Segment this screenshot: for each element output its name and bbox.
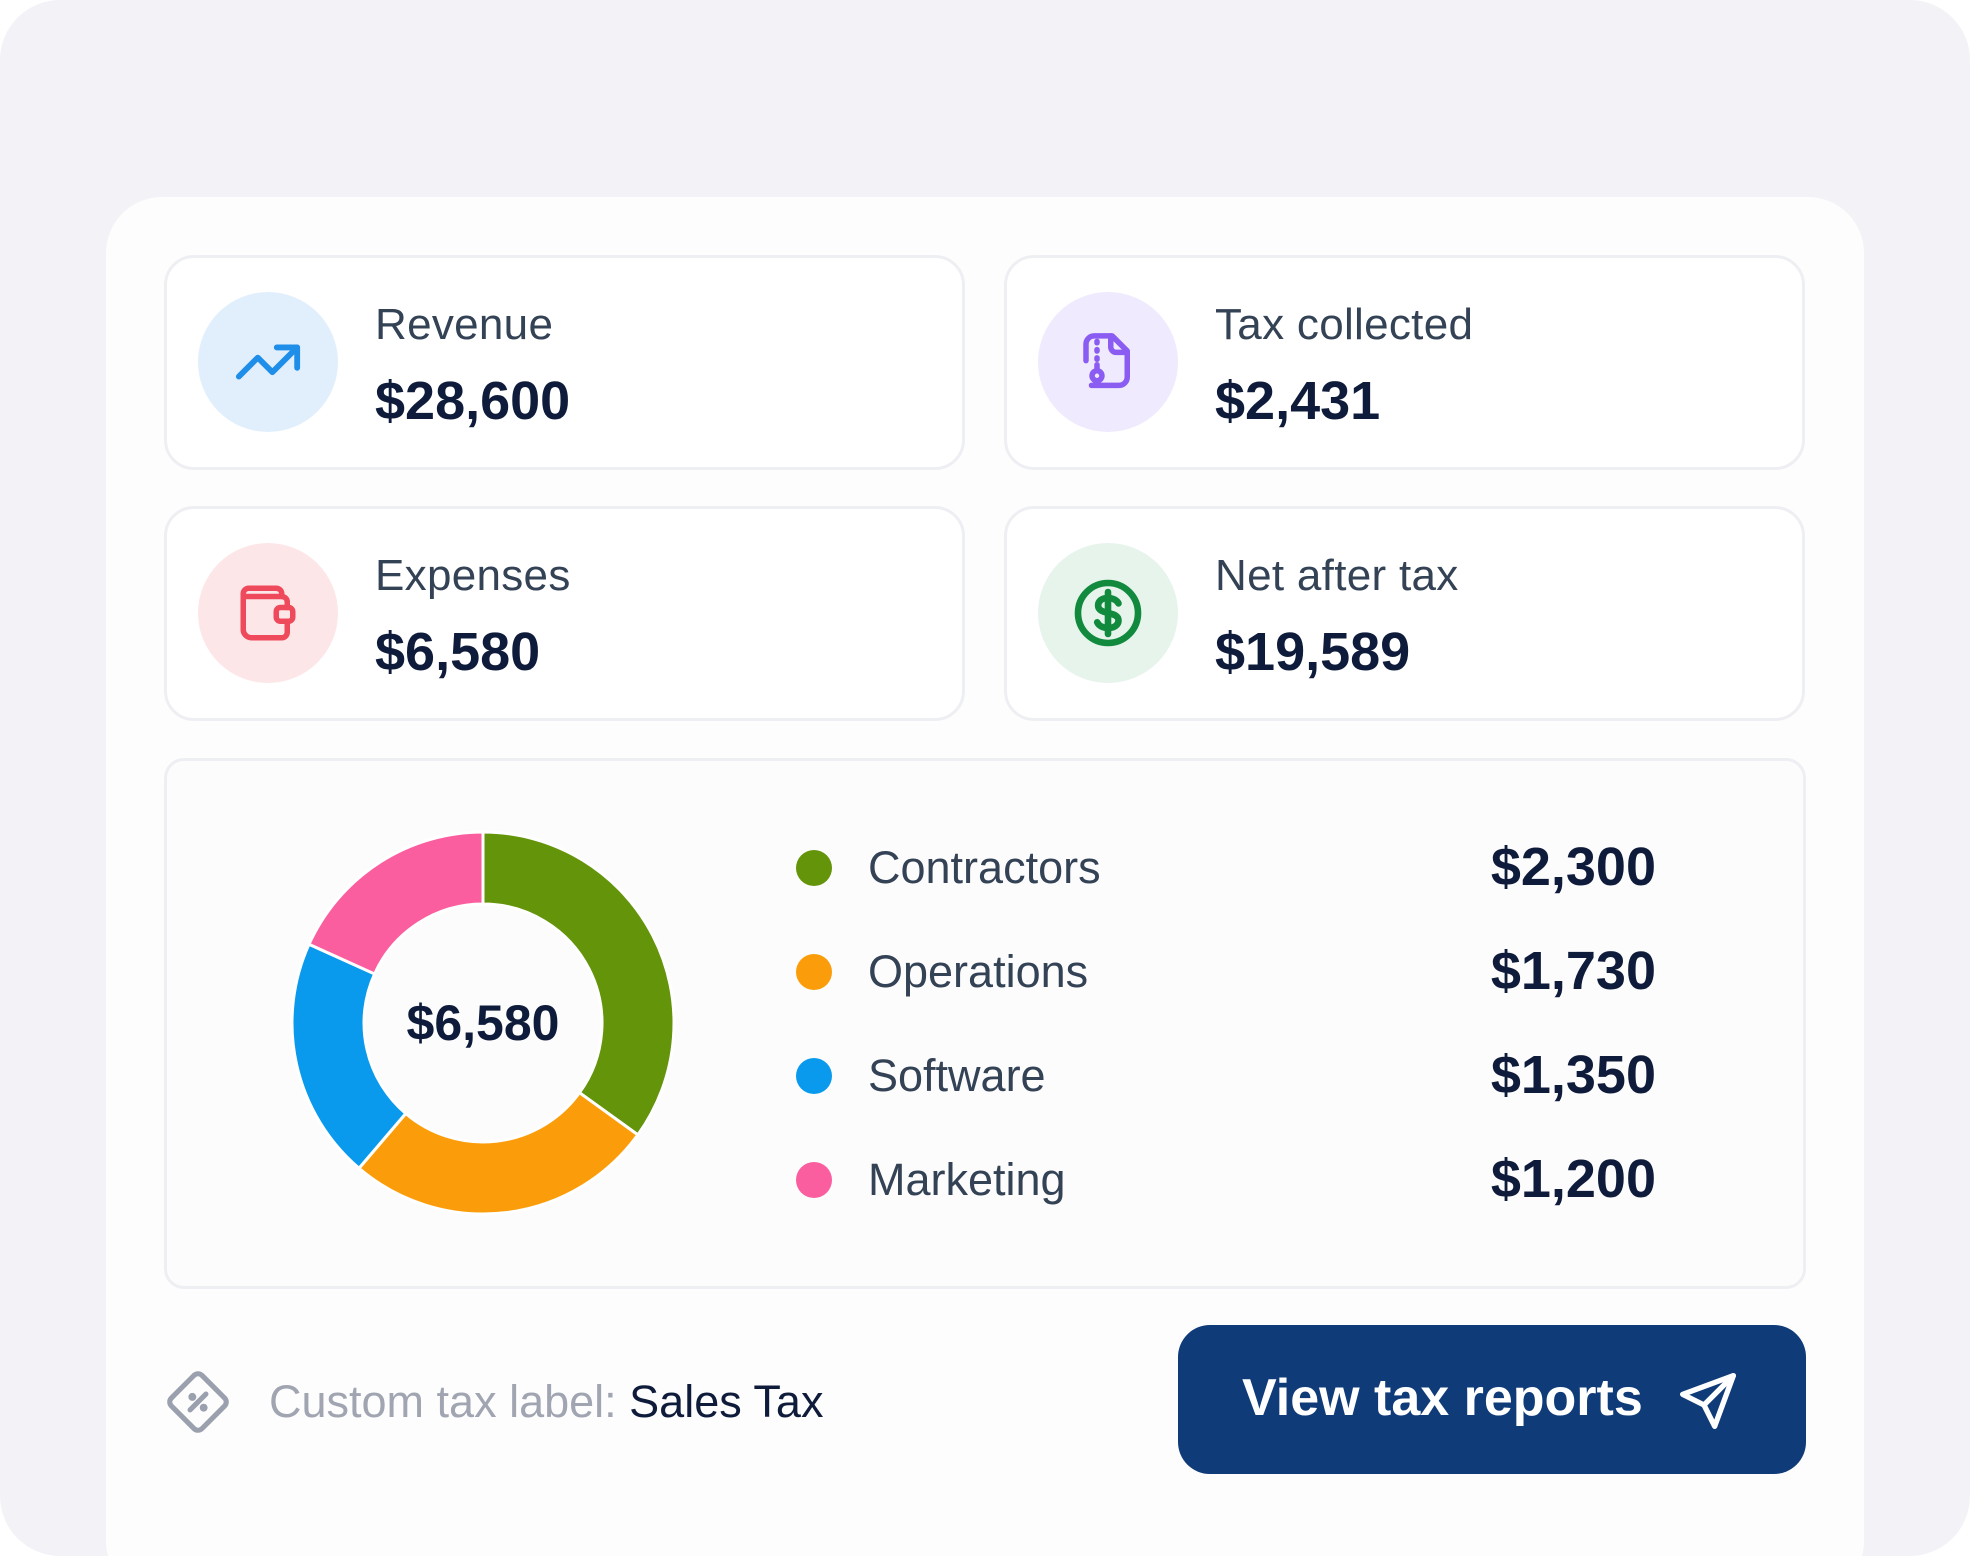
stat-card-net-after-tax: Net after tax $19,589 xyxy=(1004,506,1805,721)
legend-item: Operations $1,730 xyxy=(796,941,1656,1002)
legend-dot xyxy=(796,1058,832,1094)
custom-tax-label: Custom tax label: Sales Tax xyxy=(164,1366,924,1436)
legend-value: $1,730 xyxy=(1490,941,1656,1001)
dollar-circle-icon xyxy=(1038,543,1178,683)
stat-label: Revenue xyxy=(375,300,554,349)
tax-label-value: Sales Tax xyxy=(629,1376,824,1427)
legend-value: $1,350 xyxy=(1490,1045,1656,1105)
legend-dot xyxy=(796,1162,832,1198)
legend-item: Marketing $1,200 xyxy=(796,1149,1656,1210)
legend-label: Marketing xyxy=(868,1154,1066,1205)
file-zip-icon xyxy=(1038,292,1178,432)
stat-label: Tax collected xyxy=(1215,300,1474,349)
donut-center-label: $6,580 xyxy=(407,995,560,1051)
legend-label: Software xyxy=(868,1050,1046,1101)
legend-value: $1,200 xyxy=(1490,1149,1656,1209)
legend-item: Software $1,350 xyxy=(796,1045,1656,1106)
tax-label-prefix: Custom tax label: xyxy=(269,1376,630,1427)
stat-card-expenses: Expenses $6,580 xyxy=(164,506,965,721)
legend-dot xyxy=(796,954,832,990)
stat-card-tax-collected: Tax collected $2,431 xyxy=(1004,255,1805,470)
donut-slice-marketing xyxy=(307,830,485,976)
stat-label: Net after tax xyxy=(1215,551,1459,600)
expense-donut-chart: $6,580 xyxy=(290,830,676,1216)
stat-value: $28,600 xyxy=(375,371,571,431)
legend-label: Contractors xyxy=(868,842,1101,893)
stat-value: $6,580 xyxy=(375,622,541,682)
stat-value: $19,589 xyxy=(1215,622,1411,682)
discount-tag-icon xyxy=(167,1371,229,1433)
trending-up-icon xyxy=(198,292,338,432)
view-tax-reports-label: View tax reports xyxy=(1242,1369,1643,1427)
tax-label-text: Custom tax label: Sales Tax xyxy=(269,1376,823,1428)
stat-label: Expenses xyxy=(375,551,571,600)
donut-slice-operations xyxy=(356,1090,640,1216)
legend-value: $2,300 xyxy=(1490,837,1656,897)
send-icon xyxy=(1680,1373,1736,1429)
legend-label: Operations xyxy=(868,946,1089,997)
donut-slice-software xyxy=(290,942,408,1171)
view-tax-reports-button[interactable]: View tax reports xyxy=(1178,1325,1806,1474)
wallet-icon xyxy=(198,543,338,683)
legend-dot xyxy=(796,850,832,886)
donut-slice-contractors xyxy=(481,830,676,1137)
stat-value: $2,431 xyxy=(1215,371,1381,431)
legend-item: Contractors $2,300 xyxy=(796,837,1656,898)
stat-card-revenue: Revenue $28,600 xyxy=(164,255,965,470)
